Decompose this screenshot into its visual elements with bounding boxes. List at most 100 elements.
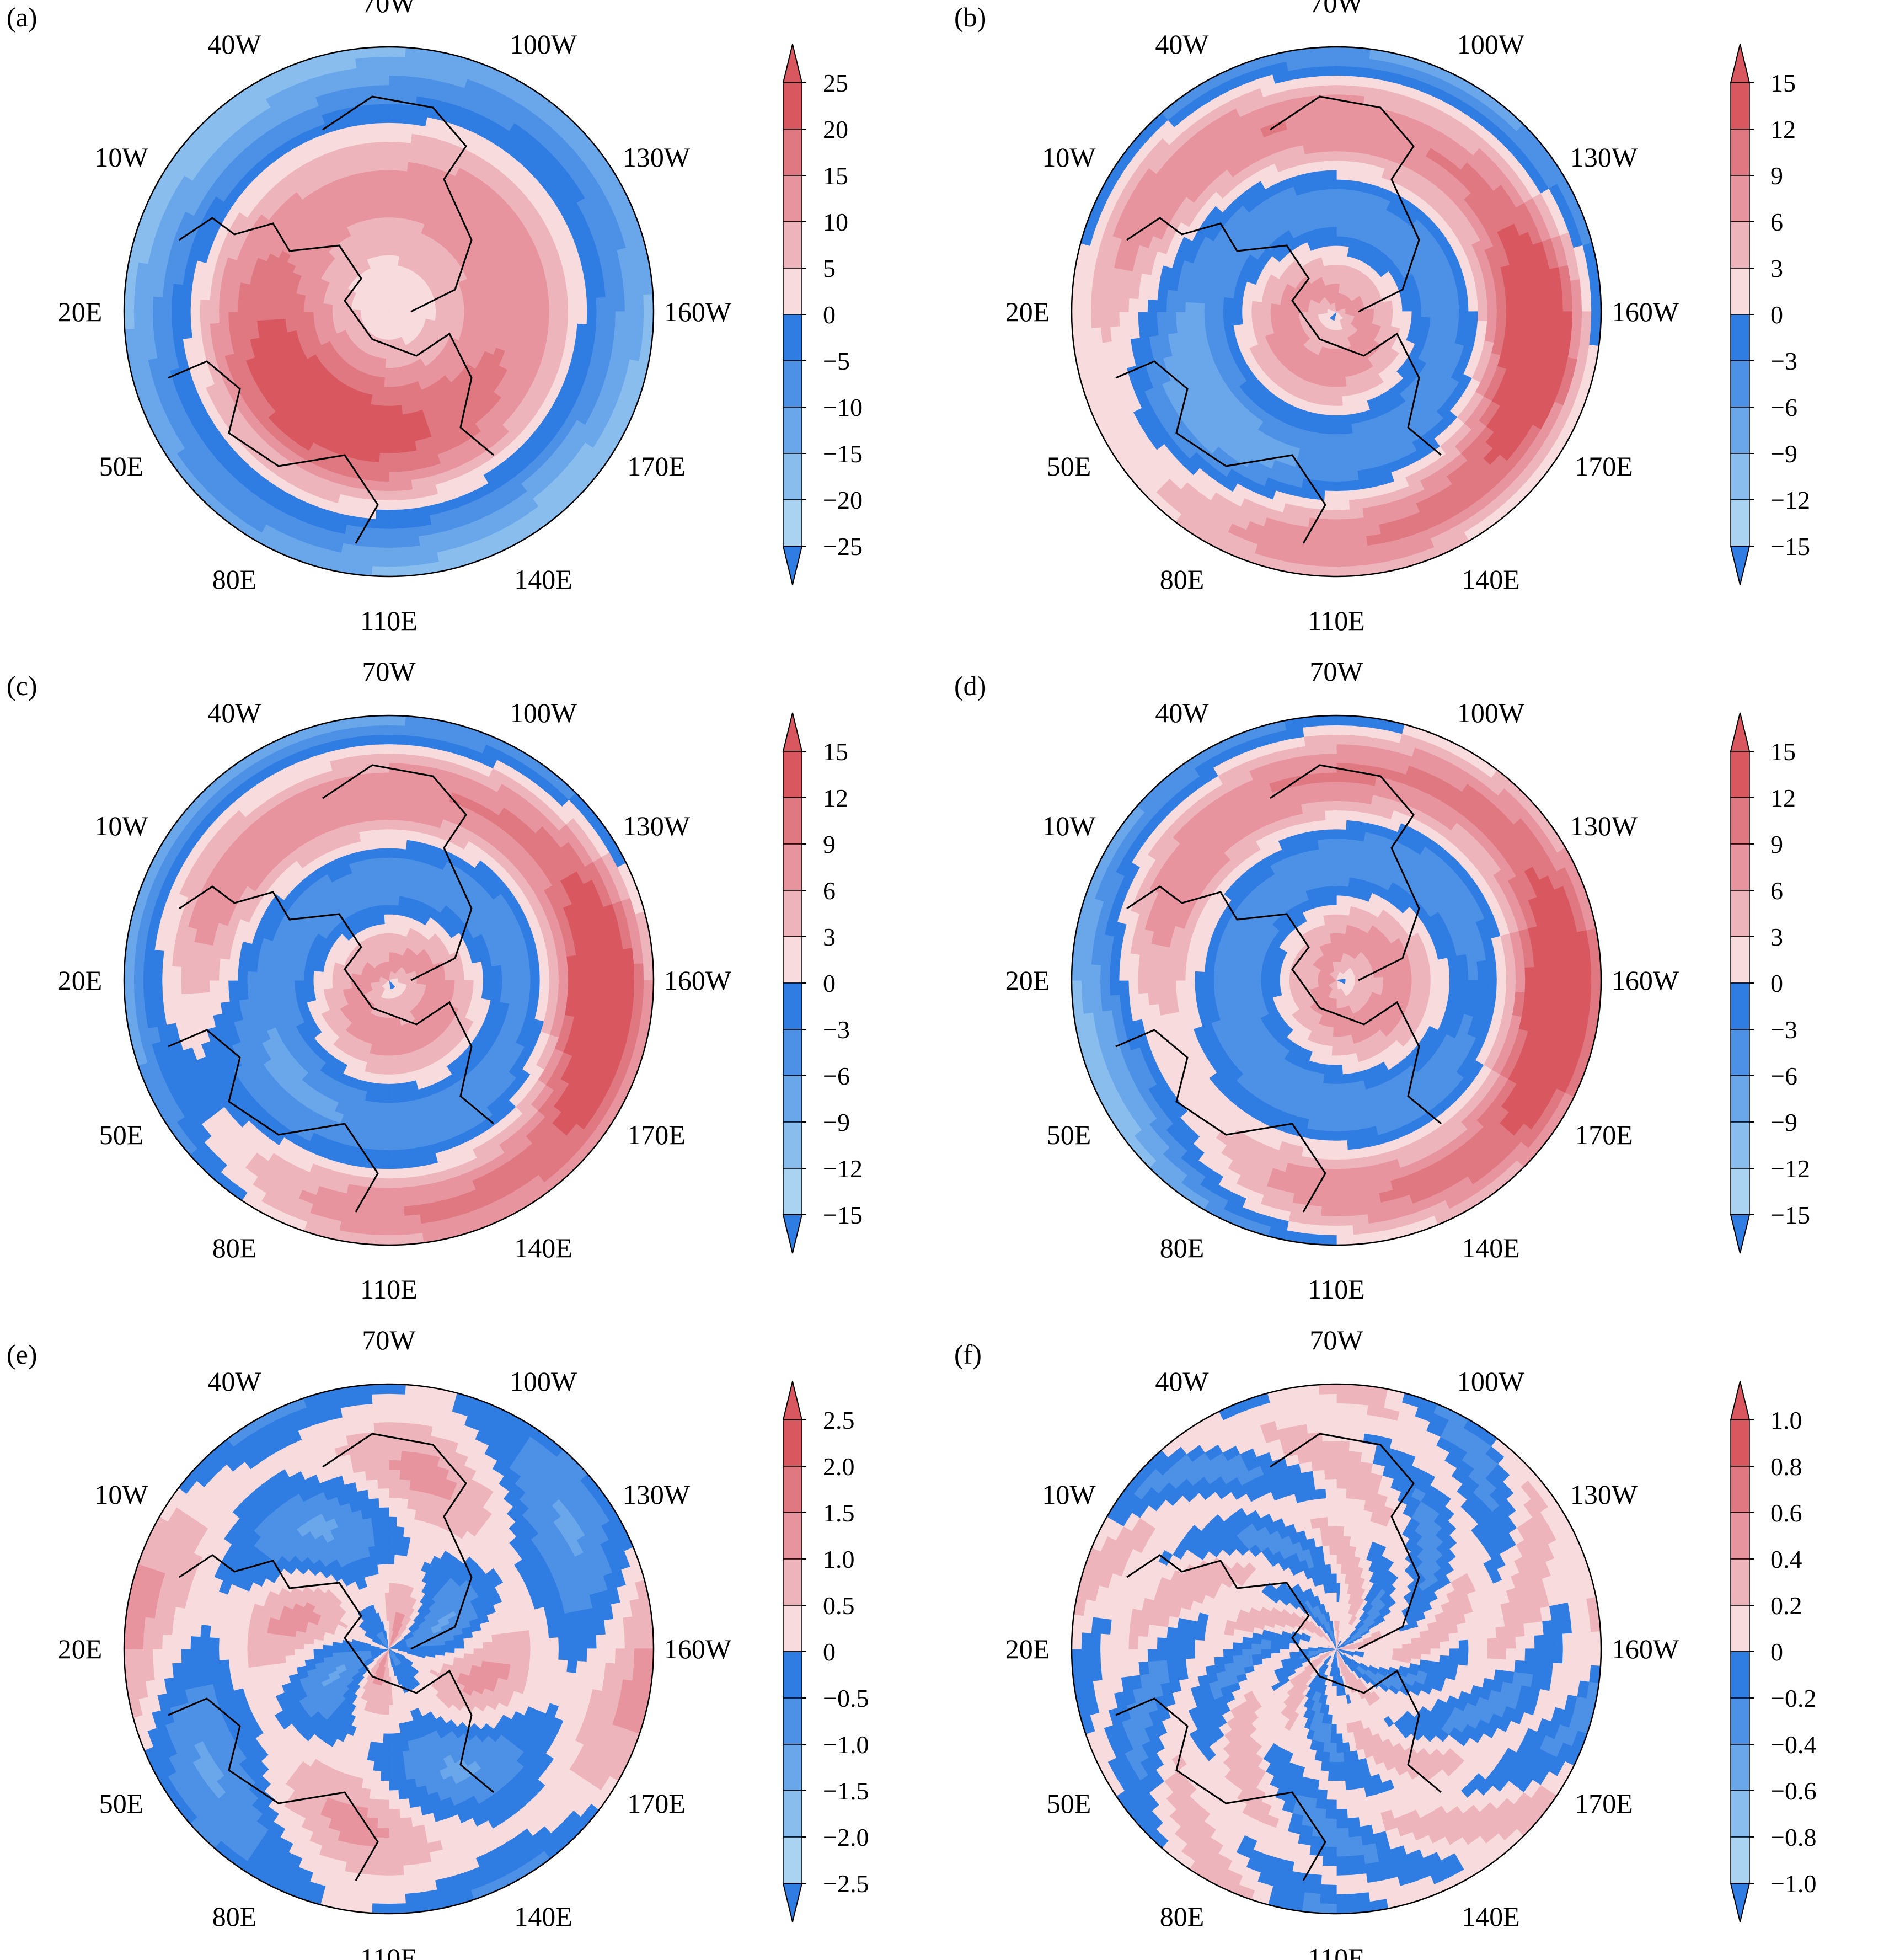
longitude-label: 130W <box>623 142 691 173</box>
longitude-label: 140E <box>514 1901 572 1932</box>
longitude-label: 50E <box>1047 451 1091 482</box>
colorbar-segment <box>783 797 802 845</box>
colorbar-tick-label: 6 <box>1770 208 1783 236</box>
coastline <box>168 95 494 544</box>
longitude-label: 20E <box>58 296 103 327</box>
colorbar-segment <box>783 453 802 500</box>
longitude-label: 20E <box>1005 965 1050 996</box>
colorbar-segment <box>783 1697 802 1745</box>
colorbar-tick-label: 0.4 <box>1770 1545 1802 1573</box>
longitude-label: 50E <box>1047 1788 1091 1819</box>
longitude-label: 160W <box>1612 296 1679 327</box>
longitude-label: 140E <box>1462 1232 1520 1263</box>
colorbar-segment <box>1730 1075 1750 1123</box>
colorbar-tick-label: −9 <box>823 1108 850 1136</box>
colorbar-tick-label: 0 <box>823 301 836 329</box>
colorbar-tick-label: −15 <box>823 1201 863 1229</box>
longitude-label: 40W <box>1155 1366 1209 1397</box>
colorbar-max-arrow <box>782 1381 803 1420</box>
colorbar-min-arrow <box>1730 1214 1751 1254</box>
longitude-label: 40W <box>207 697 261 728</box>
colorbar-segment <box>1730 1168 1750 1215</box>
colorbar-min-arrow <box>1730 546 1751 585</box>
colorbar-segment <box>783 1744 802 1791</box>
colorbar-segment <box>783 268 802 315</box>
colorbar-tick-label: 0.5 <box>823 1592 855 1620</box>
longitude-label: 20E <box>58 1633 103 1664</box>
longitude-label: 130W <box>1570 1479 1638 1510</box>
colorbar-min-arrow <box>782 546 803 585</box>
polar-map <box>124 1384 654 1914</box>
colorbar-tick-label: 2.5 <box>823 1406 855 1434</box>
colorbar-tick-label: 0.8 <box>1770 1452 1802 1481</box>
longitude-label: 40W <box>1155 697 1209 728</box>
colorbar: 25 20 15 10 5 0 −5 −10 −15 −20 −25 <box>782 44 863 585</box>
colorbar-segment <box>1730 268 1750 315</box>
colorbar-tick-label: 0 <box>1770 301 1783 329</box>
colorbar-segment <box>783 1121 802 1169</box>
colorbar-tick-label: −6 <box>1770 1062 1797 1090</box>
colorbar-segment <box>783 1790 802 1838</box>
longitude-label: 110E <box>360 1274 418 1305</box>
colorbar-segment <box>783 221 802 269</box>
colorbar-tick-label: −12 <box>1770 1155 1810 1183</box>
longitude-label: 100W <box>1457 29 1525 60</box>
coastline <box>1115 1433 1442 1881</box>
colorbar-segment <box>783 407 802 454</box>
longitude-label: 170E <box>1575 1788 1633 1819</box>
colorbar-segment <box>1730 407 1750 454</box>
colorbar-segment <box>783 499 802 547</box>
longitude-label: 10W <box>1042 810 1096 841</box>
longitude-label: 130W <box>623 1479 691 1510</box>
longitude-label: 170E <box>1575 451 1633 482</box>
colorbar-segment <box>1730 1790 1750 1838</box>
longitude-label: 110E <box>360 1942 418 1960</box>
colorbar-tick-label: −3 <box>823 1016 850 1044</box>
colorbar-tick-label: −3 <box>1770 1016 1797 1044</box>
colorbar-tick-label: 3 <box>1770 923 1783 951</box>
colorbar-segment <box>1730 175 1750 222</box>
colorbar-segment <box>1730 751 1750 798</box>
colorbar-min-arrow <box>782 1883 803 1922</box>
longitude-label: 80E <box>1160 564 1205 595</box>
colorbar-segment <box>1730 1836 1750 1884</box>
colorbar-tick-label: 1.0 <box>1770 1406 1802 1434</box>
longitude-label: 70W <box>362 1325 416 1355</box>
colorbar-segment <box>1730 936 1750 984</box>
colorbar-segment <box>783 982 802 1030</box>
longitude-label: 80E <box>1160 1232 1205 1263</box>
map-border <box>1071 714 1602 1246</box>
colorbar-segment <box>1730 221 1750 269</box>
colorbar-tick-label: 3 <box>823 923 836 951</box>
longitude-label: 10W <box>94 142 148 173</box>
colorbar-segment <box>783 1651 802 1699</box>
colorbar-tick-label: 15 <box>823 738 848 766</box>
colorbar-segment <box>783 82 802 130</box>
colorbar-tick-label: 9 <box>823 830 836 858</box>
colorbar-tick-label: 1.5 <box>823 1499 855 1527</box>
map-border <box>123 714 655 1246</box>
colorbar-segment <box>783 1466 802 1513</box>
longitude-label: 130W <box>1570 810 1638 841</box>
longitude-label: 40W <box>207 1366 261 1397</box>
colorbar-tick-label: −0.8 <box>1770 1823 1816 1851</box>
panel-letter: (e) <box>7 1339 38 1370</box>
panel-b: (b) 70W 100W 130W 160W 170E 140E 110E 80E 50E 20E 1… <box>954 0 1810 636</box>
longitude-label: 20E <box>1005 296 1050 327</box>
colorbar-tick-label: 0.6 <box>1770 1499 1802 1527</box>
longitude-label: 80E <box>212 564 257 595</box>
colorbar: 15 12 9 6 3 0 −3 −6 −9 −12 −15 <box>1730 712 1810 1254</box>
longitude-label: 10W <box>1042 142 1096 173</box>
colorbar-tick-label: −1.0 <box>1770 1870 1816 1898</box>
colorbar-segment <box>783 1512 802 1560</box>
longitude-label: 50E <box>99 1788 144 1819</box>
panel-d: (d) 70W 100W 130W 160W 170E 140E 110E 80E 50E 20E 1… <box>954 656 1810 1305</box>
map-border <box>1071 46 1602 578</box>
colorbar-tick-label: −12 <box>1770 486 1810 514</box>
colorbar-tick-label: 25 <box>823 69 848 97</box>
colorbar-tick-label: −6 <box>823 1062 850 1090</box>
longitude-label: 110E <box>1308 1942 1365 1960</box>
panel-letter: (a) <box>7 2 38 33</box>
longitude-label: 20E <box>1005 1633 1050 1664</box>
colorbar-segment <box>1730 453 1750 500</box>
